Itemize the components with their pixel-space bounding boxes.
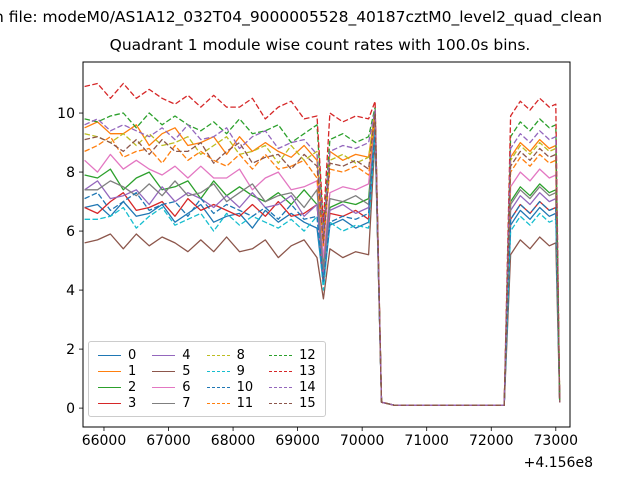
y-tick-label: 8 xyxy=(66,165,75,181)
legend-item-3: 3 xyxy=(98,396,136,410)
y-tick-label: 10 xyxy=(57,106,75,122)
legend-line-sample xyxy=(206,402,230,404)
legend-item-9: 9 xyxy=(206,363,254,379)
legend-item-12: 12 xyxy=(269,348,316,362)
x-tick-label: 72000 xyxy=(469,433,514,449)
y-tick-label: 0 xyxy=(66,401,75,417)
plot-border xyxy=(82,61,571,428)
legend-item-0: 0 xyxy=(98,348,136,362)
legend-label: 7 xyxy=(182,395,191,411)
y-tick-label: 2 xyxy=(66,342,75,358)
x-tick-label: 70000 xyxy=(340,433,385,449)
x-tick-label: 69000 xyxy=(275,433,320,449)
legend-line-sample xyxy=(206,370,230,372)
legend-label: 3 xyxy=(128,395,137,411)
legend-label: 9 xyxy=(236,363,245,379)
legend-label: 2 xyxy=(128,379,137,395)
legend-line-sample xyxy=(269,386,293,388)
legend-label: 10 xyxy=(236,379,254,395)
series-line-15 xyxy=(84,112,561,406)
series-line-5 xyxy=(84,136,561,406)
legend-item-2: 2 xyxy=(98,380,136,394)
y-tick-label: 4 xyxy=(66,283,75,299)
legend-line-sample xyxy=(269,354,293,356)
x-tick-label: 66000 xyxy=(82,433,127,449)
legend-item-5: 5 xyxy=(152,363,191,379)
legend-line-sample xyxy=(152,354,176,356)
legend-line-sample xyxy=(98,386,121,388)
legend-item-15: 15 xyxy=(269,396,316,410)
legend-item-11: 11 xyxy=(206,395,254,411)
legend-item-4: 4 xyxy=(152,347,191,363)
x-tick-label: 68000 xyxy=(211,433,256,449)
legend-line-sample xyxy=(152,386,176,388)
x-tick-label: 67000 xyxy=(146,433,191,449)
legend-label: 4 xyxy=(182,347,191,363)
legend-label: 5 xyxy=(182,363,191,379)
suptitle: n file: modeM0/AS1A12_032T04_9000005528_… xyxy=(0,8,603,26)
legend: 0 1 2 3 4 5 6 7 8 9 10 11 12 13 14 15 xyxy=(88,341,326,417)
legend-item-13: 13 xyxy=(269,364,316,378)
legend-item-14: 14 xyxy=(269,380,316,394)
legend-label: 6 xyxy=(182,379,191,395)
legend-line-sample xyxy=(98,354,121,356)
legend-label: 8 xyxy=(236,347,245,363)
legend-label: 15 xyxy=(299,395,316,411)
series-line-13 xyxy=(84,82,561,406)
y-tick-label: 6 xyxy=(66,224,75,240)
legend-item-8: 8 xyxy=(206,347,254,363)
legend-label: 11 xyxy=(236,395,254,411)
legend-item-6: 6 xyxy=(152,379,191,395)
legend-line-sample xyxy=(269,370,293,372)
legend-item-10: 10 xyxy=(206,379,254,395)
x-tick-label: 73000 xyxy=(534,433,579,449)
legend-line-sample xyxy=(206,386,230,388)
legend-label: 1 xyxy=(128,363,137,379)
legend-line-sample xyxy=(269,402,293,404)
legend-line-sample xyxy=(98,402,121,404)
x-axis-offset-label: +4.156e8 xyxy=(524,455,593,471)
legend-line-sample xyxy=(98,370,121,372)
legend-item-1: 1 xyxy=(98,364,136,378)
legend-line-sample xyxy=(152,370,176,372)
legend-label: 0 xyxy=(128,347,137,363)
x-tick-label: 71000 xyxy=(404,433,449,449)
chart-title: Quadrant 1 module wise count rates with … xyxy=(109,36,531,54)
series-line-10 xyxy=(84,127,561,406)
legend-item-7: 7 xyxy=(152,395,191,411)
series-line-14 xyxy=(84,109,561,406)
legend-label: 12 xyxy=(299,347,316,363)
legend-label: 13 xyxy=(299,363,316,379)
legend-line-sample xyxy=(206,354,230,356)
legend-label: 14 xyxy=(299,379,316,395)
legend-line-sample xyxy=(152,402,176,404)
